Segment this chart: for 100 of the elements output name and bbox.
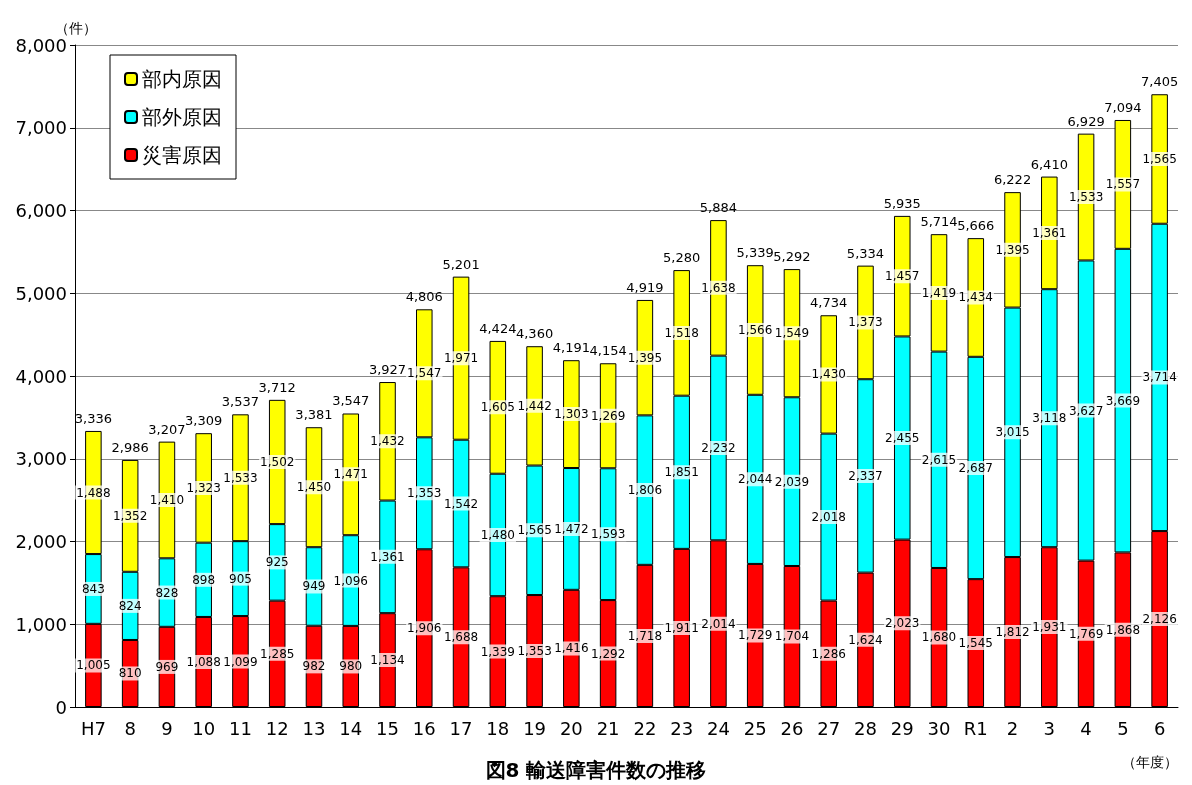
data-label: 1,502: [260, 454, 295, 469]
data-label: 1,303: [554, 407, 589, 422]
data-label: 1,442: [517, 398, 552, 413]
x-tick-label: R1: [963, 717, 988, 739]
data-label: 1,450: [296, 480, 332, 495]
data-label: 1,373: [848, 315, 883, 330]
data-label: 1,410: [149, 492, 185, 507]
total-label: 5,666: [957, 218, 995, 234]
data-label: 1,088: [186, 654, 221, 669]
total-label: 5,280: [663, 250, 701, 266]
total-label: 3,537: [221, 394, 260, 410]
data-label: 1,931: [1032, 620, 1067, 635]
data-label: 1,593: [590, 527, 626, 542]
total-label: 3,309: [185, 413, 223, 429]
data-label: 1,638: [701, 280, 736, 295]
total-label: 5,935: [883, 195, 921, 211]
total-label: 5,339: [736, 245, 774, 261]
data-label: 1,361: [370, 549, 405, 564]
x-tick-label: 3: [1043, 717, 1056, 739]
data-label: 2,023: [885, 616, 920, 631]
data-label: 925: [265, 555, 289, 570]
data-label: 1,911: [664, 620, 699, 635]
data-label: 1,680: [921, 630, 957, 645]
data-label: 2,018: [811, 510, 846, 525]
data-label: 1,533: [223, 470, 258, 485]
data-label: 1,851: [664, 465, 699, 480]
data-label: 1,353: [517, 644, 552, 659]
total-label: 7,094: [1104, 99, 1142, 115]
data-label: 3,669: [1105, 393, 1141, 408]
x-tick-label: 17: [449, 717, 473, 739]
data-label: 1,718: [627, 628, 663, 643]
total-label: 5,292: [773, 249, 811, 265]
legend-label: 部外原因: [142, 105, 222, 129]
total-label: 7,405: [1141, 74, 1179, 90]
x-tick-label: 27: [817, 717, 841, 739]
data-label: 1,395: [995, 242, 1030, 257]
data-label: 1,533: [1068, 190, 1104, 205]
x-tick-label: 22: [633, 717, 657, 739]
total-label: 5,884: [699, 200, 738, 216]
data-label: 1,457: [885, 269, 920, 284]
data-label: 1,624: [848, 632, 883, 647]
data-label: 1,430: [811, 367, 846, 382]
data-label: 1,812: [995, 625, 1030, 640]
data-label: 2,039: [774, 474, 810, 489]
data-label: 982: [302, 659, 326, 674]
data-label: 2,126: [1142, 612, 1177, 627]
x-tick-label: 20: [559, 717, 583, 739]
data-label: 3,015: [995, 425, 1030, 440]
total-label: 3,381: [295, 407, 333, 423]
y-tick-label: 3,000: [15, 448, 67, 470]
total-label: 4,806: [405, 289, 443, 305]
x-tick-label: 9: [161, 717, 173, 739]
x-tick-label: 5: [1117, 717, 1129, 739]
total-label: 6,222: [993, 172, 1032, 188]
x-tick-label: 23: [670, 717, 694, 739]
data-label: 1,292: [590, 646, 626, 661]
x-tick-label: 12: [265, 717, 289, 739]
total-label: 3,547: [332, 393, 370, 409]
x-tick-label: 14: [339, 717, 363, 739]
data-label: 843: [81, 581, 105, 596]
total-label: 4,191: [552, 340, 590, 356]
data-label: 969: [155, 659, 179, 674]
data-label: 1,547: [407, 366, 442, 381]
data-label: 1,488: [76, 485, 111, 500]
x-tick-label: 25: [743, 717, 767, 739]
data-label: 1,099: [223, 654, 258, 669]
data-label: 1,549: [774, 326, 810, 341]
data-label: 824: [118, 598, 142, 613]
legend-label: 部内原因: [142, 67, 222, 91]
x-tick-label: 21: [596, 717, 620, 739]
y-tick-label: 6,000: [15, 200, 67, 221]
data-label: 949: [302, 579, 326, 594]
x-tick-label: H7: [80, 717, 106, 739]
data-label: 3,714: [1142, 370, 1177, 385]
data-label: 1,688: [443, 630, 479, 645]
data-label: 1,542: [443, 496, 479, 511]
text: 図8 輸送障害件数の推移: [485, 758, 707, 782]
data-label: 980: [339, 659, 363, 674]
total-label: 4,734: [810, 295, 848, 311]
x-tick-label: 4: [1080, 717, 1092, 739]
data-label: 1,704: [774, 629, 810, 644]
data-label: 2,615: [921, 452, 957, 467]
data-label: 1,353: [407, 486, 442, 501]
data-label: 1,285: [260, 646, 295, 661]
y-tick-label: 4,000: [15, 365, 67, 387]
x-tick-label: 13: [302, 717, 326, 739]
x-tick-label: 18: [486, 717, 510, 739]
data-label: 810: [118, 666, 142, 681]
data-label: 1,480: [480, 527, 515, 542]
data-label: 1,471: [333, 467, 368, 482]
total-label: 5,334: [846, 245, 885, 261]
data-label: 1,323: [186, 480, 221, 495]
data-label: 1,434: [958, 290, 993, 305]
data-label: 3,627: [1068, 403, 1104, 418]
x-tick-label: 29: [890, 717, 914, 739]
data-label: 1,096: [333, 573, 368, 588]
total-label: 3,712: [258, 379, 296, 395]
data-label: 1,806: [627, 483, 663, 498]
data-label: 3,118: [1032, 411, 1067, 426]
total-label: 4,919: [626, 279, 664, 295]
